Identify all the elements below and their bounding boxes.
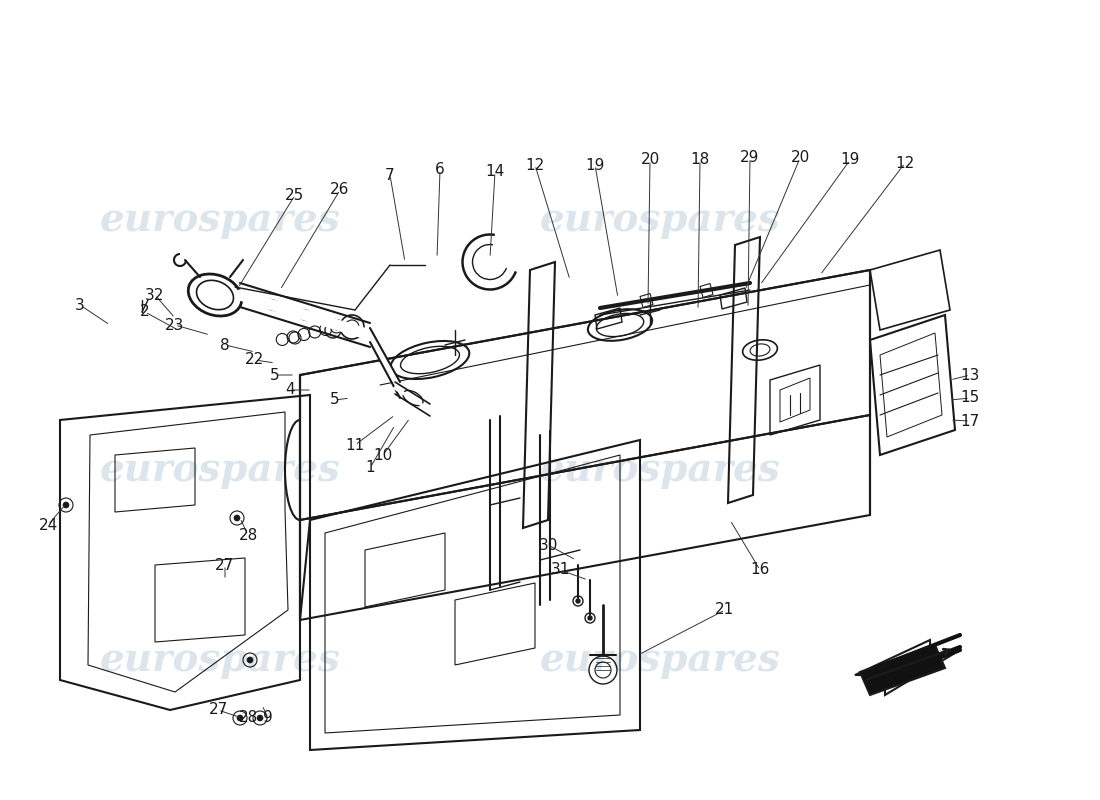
Text: 27: 27 bbox=[216, 558, 234, 573]
Text: 30: 30 bbox=[538, 538, 558, 553]
Text: 6: 6 bbox=[436, 162, 444, 178]
Text: eurospares: eurospares bbox=[540, 451, 780, 489]
Text: 12: 12 bbox=[526, 158, 544, 173]
Text: 5: 5 bbox=[271, 367, 279, 382]
Text: 24: 24 bbox=[39, 518, 57, 533]
Text: 32: 32 bbox=[145, 287, 165, 302]
Text: 20: 20 bbox=[640, 153, 660, 167]
Text: 18: 18 bbox=[691, 153, 710, 167]
Circle shape bbox=[63, 502, 69, 508]
Text: 13: 13 bbox=[960, 367, 980, 382]
Text: 19: 19 bbox=[840, 153, 860, 167]
Polygon shape bbox=[860, 645, 945, 695]
Text: eurospares: eurospares bbox=[100, 451, 340, 489]
Circle shape bbox=[588, 616, 592, 620]
Text: 4: 4 bbox=[285, 382, 295, 398]
Text: 25: 25 bbox=[285, 187, 305, 202]
Text: eurospares: eurospares bbox=[540, 201, 780, 239]
Text: eurospares: eurospares bbox=[100, 641, 340, 679]
Text: 9: 9 bbox=[263, 710, 273, 726]
Text: 2: 2 bbox=[140, 305, 150, 319]
Text: 11: 11 bbox=[345, 438, 364, 453]
Text: 22: 22 bbox=[245, 353, 265, 367]
Text: 15: 15 bbox=[960, 390, 980, 406]
Circle shape bbox=[234, 515, 240, 521]
Text: 12: 12 bbox=[895, 155, 914, 170]
Text: eurospares: eurospares bbox=[540, 641, 780, 679]
Text: 27: 27 bbox=[208, 702, 228, 718]
Text: 20: 20 bbox=[791, 150, 810, 166]
Text: 7: 7 bbox=[385, 167, 395, 182]
Text: 5: 5 bbox=[330, 393, 340, 407]
Text: 3: 3 bbox=[75, 298, 85, 313]
Circle shape bbox=[257, 715, 263, 721]
Text: 1: 1 bbox=[365, 461, 375, 475]
Text: 31: 31 bbox=[550, 562, 570, 578]
Text: eurospares: eurospares bbox=[100, 201, 340, 239]
Text: 8: 8 bbox=[220, 338, 230, 353]
Text: 17: 17 bbox=[960, 414, 980, 429]
Text: 21: 21 bbox=[715, 602, 735, 618]
Text: 26: 26 bbox=[330, 182, 350, 198]
Text: 28: 28 bbox=[239, 710, 257, 726]
Circle shape bbox=[576, 599, 580, 603]
Text: 10: 10 bbox=[373, 447, 393, 462]
Text: 19: 19 bbox=[585, 158, 605, 173]
Circle shape bbox=[236, 715, 243, 721]
Text: 16: 16 bbox=[750, 562, 770, 578]
Circle shape bbox=[248, 657, 253, 663]
Text: 23: 23 bbox=[165, 318, 185, 333]
Text: 14: 14 bbox=[485, 165, 505, 179]
Text: 28: 28 bbox=[239, 527, 257, 542]
Text: 29: 29 bbox=[740, 150, 760, 166]
